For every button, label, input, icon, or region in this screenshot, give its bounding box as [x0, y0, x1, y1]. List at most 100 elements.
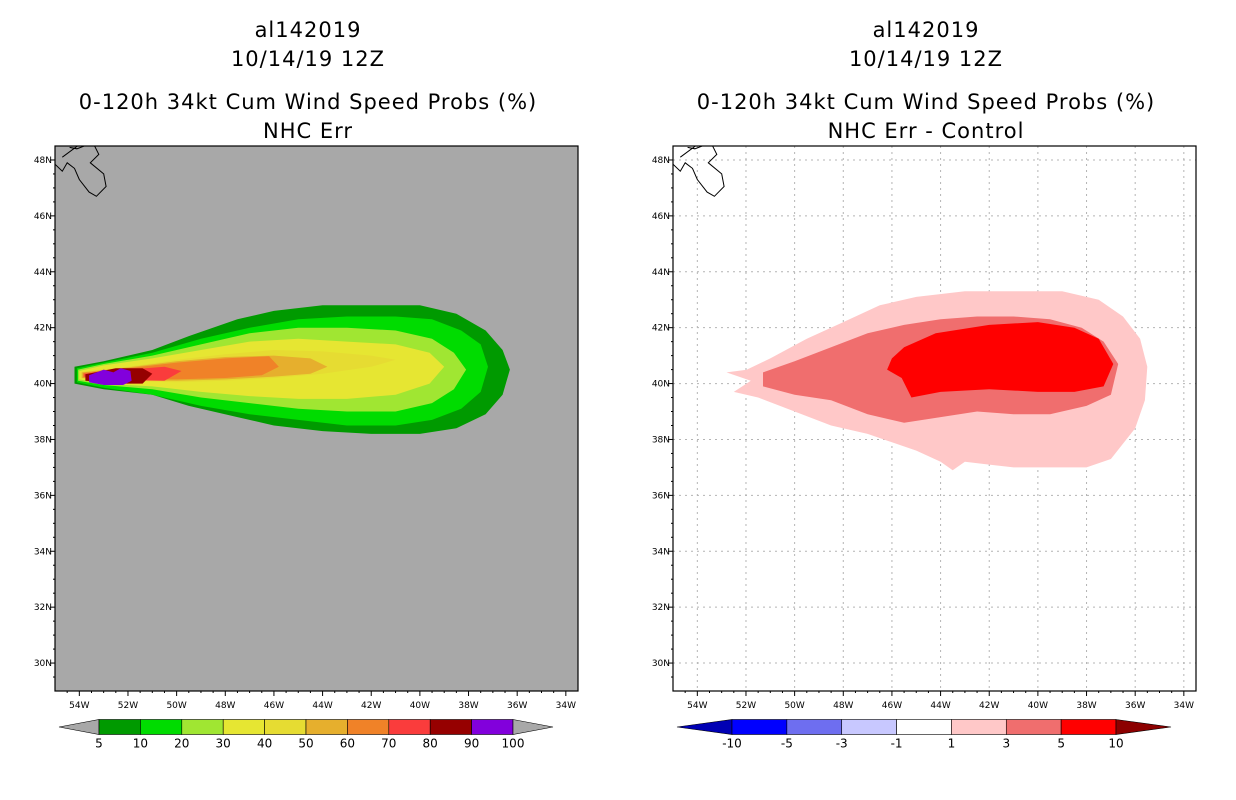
y-tick-label: 30N — [34, 659, 52, 669]
title-line-4: NHC Err — [263, 119, 353, 143]
colorbar-label: 1 — [948, 737, 956, 751]
colorbar-label: -3 — [836, 737, 848, 751]
coastline — [687, 146, 703, 150]
x-tick-label: 38W — [1076, 701, 1096, 711]
x-tick-label: 44W — [312, 701, 332, 711]
colorbar-label: 50 — [298, 737, 313, 751]
y-tick-label: 44N — [34, 268, 52, 278]
y-tick-label: 32N — [34, 603, 52, 613]
colorbar-label: 40 — [257, 737, 272, 751]
colorbar-box — [222, 719, 265, 735]
colorbar-box — [841, 719, 897, 735]
y-tick-label: 36N — [652, 491, 670, 501]
x-tick-label: 50W — [784, 701, 804, 711]
title-line-4: NHC Err - Control — [828, 119, 1025, 143]
x-tick-label: 34W — [1174, 701, 1194, 711]
colorbar-arrow-high — [512, 719, 554, 735]
colorbar-arrow-low — [676, 719, 733, 735]
y-tick-label: 30N — [652, 659, 670, 669]
colorbar-box — [264, 719, 307, 735]
y-tick-label: 42N — [34, 324, 52, 334]
colorbar-label: -1 — [891, 737, 903, 751]
colorbar-box — [140, 719, 183, 735]
colorbar-label: 20 — [174, 737, 189, 751]
colorbar-label: 10 — [1108, 737, 1123, 751]
coastline — [69, 146, 85, 150]
colorbar-box — [731, 719, 788, 735]
y-tick-label: 40N — [34, 380, 52, 390]
x-tick-label: 48W — [215, 701, 235, 711]
colorbar-box — [98, 719, 141, 735]
colorbar-label: 3 — [1002, 737, 1010, 751]
colorbar-box — [347, 719, 390, 735]
colorbar-box — [388, 719, 431, 735]
colorbar-label: 5 — [1057, 737, 1065, 751]
x-tick-label: 34W — [556, 701, 576, 711]
y-tick-label: 34N — [652, 547, 670, 557]
contour-level-90 — [89, 368, 132, 385]
y-tick-label: 40N — [652, 380, 670, 390]
colorbar-box — [1005, 719, 1062, 735]
y-tick-label: 36N — [34, 491, 52, 501]
y-tick-label: 42N — [652, 324, 670, 334]
x-tick-label: 52W — [736, 701, 756, 711]
colorbar-box — [1060, 719, 1117, 735]
x-tick-label: 52W — [118, 701, 138, 711]
x-tick-label: 50W — [166, 701, 186, 711]
y-tick-label: 38N — [652, 435, 670, 445]
x-tick-label: 54W — [69, 701, 89, 711]
title-line-1: al142019 — [255, 18, 362, 42]
y-tick-label: 48N — [652, 156, 670, 166]
panel-nhc-err: al142019 10/14/19 12Z 0-120h 34kt Cum Wi… — [34, 18, 579, 751]
colorbar: 5 10 20 30 40 50 60 70 80 90 100 — [58, 719, 554, 751]
y-tick-label: 46N — [34, 212, 52, 222]
y-tick-label: 44N — [652, 268, 670, 278]
colorbar-label: 30 — [216, 737, 231, 751]
colorbar-box — [786, 719, 843, 735]
colorbar: -10 -5 -3 -1 1 3 5 10 — [676, 719, 1172, 751]
colorbar-label: 90 — [464, 737, 479, 751]
colorbar-label: -5 — [781, 737, 793, 751]
x-tick-label: 40W — [410, 701, 430, 711]
x-tick-label: 48W — [833, 701, 853, 711]
x-tick-label: 46W — [882, 701, 902, 711]
colorbar-box — [429, 719, 472, 735]
x-tick-label: 42W — [979, 701, 999, 711]
y-tick-label: 46N — [652, 212, 670, 222]
title-line-2: 10/14/19 12Z — [231, 47, 385, 71]
colorbar-arrow-high — [1115, 719, 1172, 735]
colorbar-box — [471, 719, 514, 735]
colorbar-label: 60 — [340, 737, 355, 751]
colorbar-box — [896, 719, 952, 735]
y-tick-label: 38N — [34, 435, 52, 445]
title-line-1: al142019 — [873, 18, 980, 42]
colorbar-label: 70 — [381, 737, 396, 751]
panel-nhc-err-minus-control: al142019 10/14/19 12Z 0-120h 34kt Cum Wi… — [652, 18, 1197, 751]
colorbar-label: 5 — [95, 737, 103, 751]
x-tick-label: 44W — [930, 701, 950, 711]
x-tick-label: 38W — [458, 701, 478, 711]
y-tick-label: 32N — [652, 603, 670, 613]
colorbar-box — [951, 719, 1007, 735]
colorbar-arrow-low — [58, 719, 100, 735]
x-tick-label: 42W — [361, 701, 381, 711]
colorbar-label: 100 — [502, 737, 525, 751]
colorbar-box — [181, 719, 224, 735]
x-tick-label: 40W — [1028, 701, 1048, 711]
plot-frame — [54, 145, 579, 692]
y-tick-label: 48N — [34, 156, 52, 166]
x-tick-label: 46W — [264, 701, 284, 711]
title-line-2: 10/14/19 12Z — [849, 47, 1003, 71]
colorbar-label: -10 — [722, 737, 742, 751]
x-tick-label: 36W — [507, 701, 527, 711]
x-tick-label: 36W — [1125, 701, 1145, 711]
map-plot-area: 54W 52W 50W 48W 46W 44W 42W 40W 38W 36W 34W 48N 46N 4… — [652, 145, 1197, 711]
title-line-3: 0-120h 34kt Cum Wind Speed Probs (%) — [79, 90, 537, 114]
title-line-3: 0-120h 34kt Cum Wind Speed Probs (%) — [697, 90, 1155, 114]
y-tick-label: 34N — [34, 547, 52, 557]
colorbar-label: 80 — [423, 737, 438, 751]
map-plot-area: 54W 52W 50W 48W 46W 44W 42W 40W 38W 36W 34W 48N 46N 4… — [34, 145, 579, 711]
plot-frame — [672, 145, 1197, 692]
colorbar-box — [305, 719, 348, 735]
